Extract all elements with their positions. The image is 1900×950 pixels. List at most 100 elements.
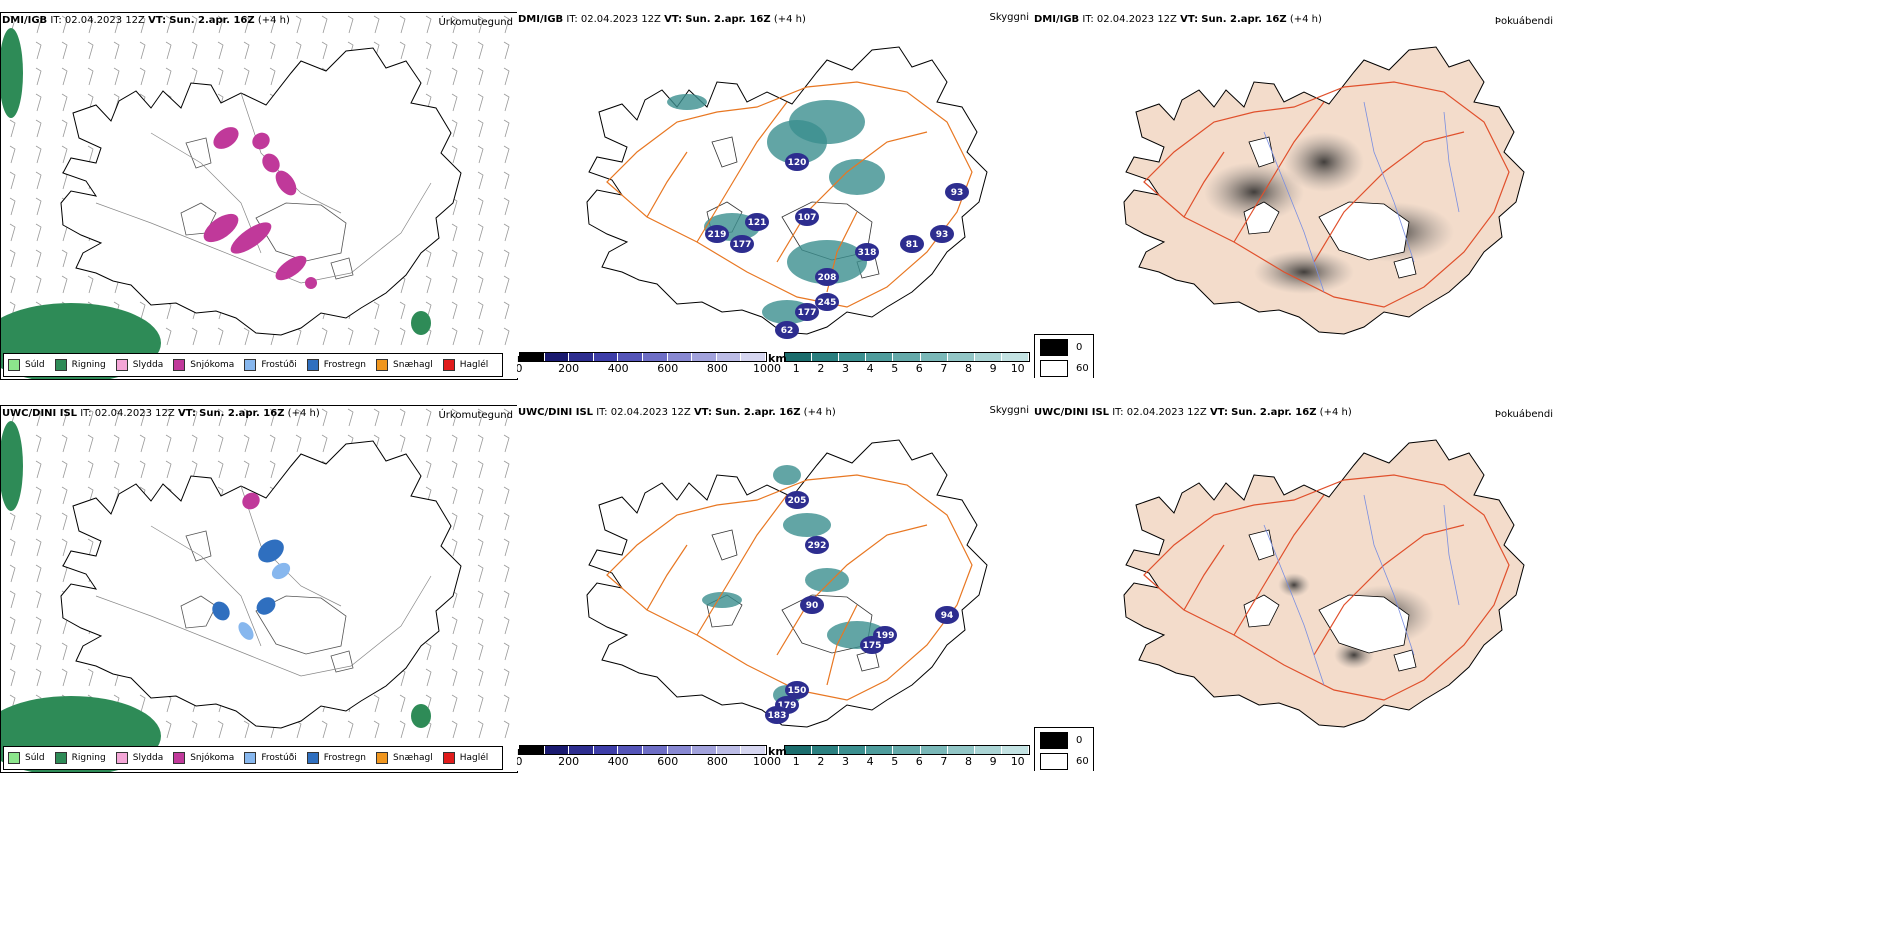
colorbar-tick: 6 <box>915 362 923 375</box>
wind-barb <box>35 249 42 268</box>
wind-barb <box>165 327 172 346</box>
colorbar-segment <box>920 353 948 361</box>
low-visibility-area <box>767 120 827 164</box>
legend-swatch <box>306 359 319 371</box>
wind-barb <box>373 327 380 346</box>
wind-barb <box>61 145 68 164</box>
wind-barb <box>35 460 42 479</box>
legend-item: Súld <box>8 752 45 764</box>
low-ceiling-area <box>785 153 809 171</box>
wind-barb <box>165 41 172 60</box>
precip-area <box>256 597 276 615</box>
colorbar-segment <box>642 353 668 361</box>
wind-barb <box>35 538 42 557</box>
wind-barb <box>503 197 510 216</box>
wind-barb <box>451 249 458 268</box>
low-ceiling-area <box>775 321 799 339</box>
wind-barb <box>87 93 94 112</box>
colorbar-tick: 5 <box>891 362 899 375</box>
wind-barb <box>451 275 458 294</box>
ceiling-label: 90 <box>806 601 819 611</box>
wind-barb <box>295 720 302 739</box>
colorbar-segment <box>692 746 717 754</box>
wind-barb <box>191 15 198 34</box>
colorbar-segment <box>569 353 594 361</box>
fog-legend: 0 60 <box>1034 727 1094 771</box>
wind-barb <box>165 460 172 479</box>
wind-barb <box>503 460 510 479</box>
wind-barb <box>243 460 250 479</box>
wind-barb <box>165 720 172 739</box>
wind-barb <box>191 327 198 346</box>
panel-header: UWC/DINI ISL IT: 02.04.2023 12Z VT: Sun.… <box>1034 407 1352 418</box>
colorbar-segment <box>947 746 975 754</box>
wind-barb <box>269 434 276 453</box>
colorbar-tick: 0 <box>517 755 523 768</box>
colorbar-tick: 600 <box>657 362 679 375</box>
low-visibility-area <box>787 240 867 284</box>
wind-barb <box>243 41 250 60</box>
wind-barb <box>503 408 510 427</box>
fog-legend-swatch <box>1040 753 1068 770</box>
low-ceiling-area <box>815 268 839 286</box>
wind-barb <box>477 249 484 268</box>
wind-barb <box>503 434 510 453</box>
colorbar-segment <box>520 746 545 754</box>
model-row-2: UWC/DINI ISL IT: 02.04.2023 12Z VT: Sun.… <box>0 405 1900 775</box>
fog-panel: 0 60 UWC/DINI ISL IT: 02.04.2023 12Z VT: … <box>1034 405 1900 771</box>
wind-barb <box>35 434 42 453</box>
legend-swatch <box>8 752 20 764</box>
precip-area <box>275 255 307 281</box>
legend-swatch <box>173 752 186 764</box>
ceiling-label: 81 <box>906 240 919 250</box>
wind-barb <box>269 460 276 479</box>
wind-barb <box>295 434 302 453</box>
wind-barb <box>35 67 42 86</box>
ceiling-label: 150 <box>788 686 807 696</box>
wind-barb <box>61 512 68 531</box>
wind-barb <box>425 41 432 60</box>
fog-legend-value: 0 <box>1076 342 1083 353</box>
wind-barb <box>451 301 458 320</box>
wind-barb <box>477 460 484 479</box>
fog-legend-row: 0 <box>1040 732 1093 749</box>
ceiling-label: 120 <box>788 158 807 168</box>
ceiling-label: 121 <box>748 218 767 228</box>
wind-barb <box>477 41 484 60</box>
ceiling-label: 177 <box>733 240 752 250</box>
wind-barb <box>243 720 250 739</box>
wind-barb <box>425 694 432 713</box>
colorbar-tick: 5 <box>891 755 899 768</box>
wind-barb <box>269 67 276 86</box>
wind-barb <box>399 15 406 34</box>
low-visibility-area <box>773 465 801 485</box>
precip-area <box>238 622 254 640</box>
wind-barb <box>399 301 406 320</box>
colorbar-tick: 800 <box>706 362 728 375</box>
visibility-colorbar: 1 2 3 4 5 6 7 8 9 10 km <box>768 745 1030 769</box>
colorbar-segment <box>920 746 948 754</box>
wind-barb <box>217 67 224 86</box>
low-ceiling-area <box>860 636 884 654</box>
panel-title: Skyggni <box>989 12 1029 23</box>
legend-swatch <box>244 359 257 371</box>
wind-barb <box>295 41 302 60</box>
wind-barb <box>139 694 146 713</box>
low-visibility-area <box>805 568 849 592</box>
wind-barb <box>139 67 146 86</box>
legend-label: Snæhagl <box>393 360 433 370</box>
ceiling-label: 175 <box>863 641 882 651</box>
wind-barb <box>243 67 250 86</box>
wind-barb <box>217 15 224 34</box>
wind-barb <box>451 327 458 346</box>
legend-label: Slydda <box>132 360 164 370</box>
legend-label: Snjókoma <box>190 753 235 763</box>
colorbar-tick: 200 <box>558 362 580 375</box>
visibility-panel: UWC/DINI ISL IT: 02.04.2023 12Z VT: Sun.… <box>517 405 1033 771</box>
fog-area <box>1254 250 1354 294</box>
legend-item: Snjókoma <box>173 752 234 764</box>
wind-barb <box>399 327 406 346</box>
wind-barb <box>139 408 146 427</box>
ceiling-label: 179 <box>778 701 797 711</box>
